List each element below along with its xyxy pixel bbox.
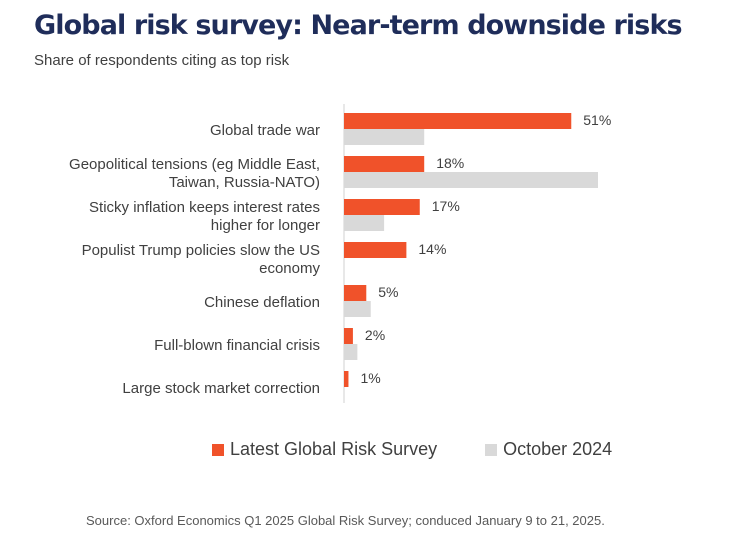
legend-label-october: October 2024 <box>503 439 613 459</box>
category-label: Populist Trump policies slow the US econo… <box>82 242 321 277</box>
data-label-latest: 18% <box>436 155 464 171</box>
legend-item-october: October 2024 <box>485 439 612 460</box>
bar-latest <box>344 113 572 129</box>
legend-swatch-latest <box>212 443 224 456</box>
category-label: Global trade war <box>210 122 320 139</box>
chart-title: Global risk survey: Near-term downside r… <box>34 10 683 41</box>
bar-october-2024 <box>344 172 598 188</box>
chart-subtitle: Share of respondents citing as top risk <box>34 52 290 69</box>
legend-item-latest: Latest Global Risk Survey <box>212 439 437 460</box>
bar-october-2024 <box>344 129 425 145</box>
data-label-latest: 5% <box>378 284 398 300</box>
bar-october-2024 <box>344 301 371 317</box>
source-note: Source: Oxford Economics Q1 2025 Global … <box>86 513 605 528</box>
legend-label-latest: Latest Global Risk Survey <box>230 439 438 459</box>
data-label-latest: 14% <box>418 241 446 257</box>
category-label: Geopolitical tensions (eg Middle East, Ta… <box>69 156 320 191</box>
data-label-latest: 51% <box>583 112 611 128</box>
category-label: Sticky inflation keeps interest rates hig… <box>89 199 320 234</box>
bar-latest <box>344 371 349 387</box>
data-labels: 51% 18% 17% 14% 5% 2% 1% <box>360 112 611 386</box>
category-label: Large stock market correction <box>122 380 320 397</box>
bar-latest <box>344 242 407 258</box>
bar-october-2024 <box>344 215 385 231</box>
bar-chart: Global trade war Geopolitical tensions (e… <box>69 104 611 403</box>
bar-latest <box>344 156 425 172</box>
bar-october-2024 <box>344 344 358 360</box>
bars <box>344 113 598 387</box>
bar-latest <box>344 285 367 301</box>
data-label-latest: 17% <box>432 198 460 214</box>
category-label: Chinese deflation <box>204 294 320 311</box>
category-labels: Global trade war Geopolitical tensions (e… <box>69 122 320 397</box>
bar-latest <box>344 328 353 344</box>
chart-legend: Latest Global Risk Survey October 2024 <box>212 439 612 460</box>
legend-swatch-october <box>485 443 498 456</box>
bar-latest <box>344 199 420 215</box>
data-label-latest: 1% <box>360 370 380 386</box>
category-label: Full-blown financial crisis <box>154 337 320 354</box>
data-label-latest: 2% <box>365 327 385 343</box>
